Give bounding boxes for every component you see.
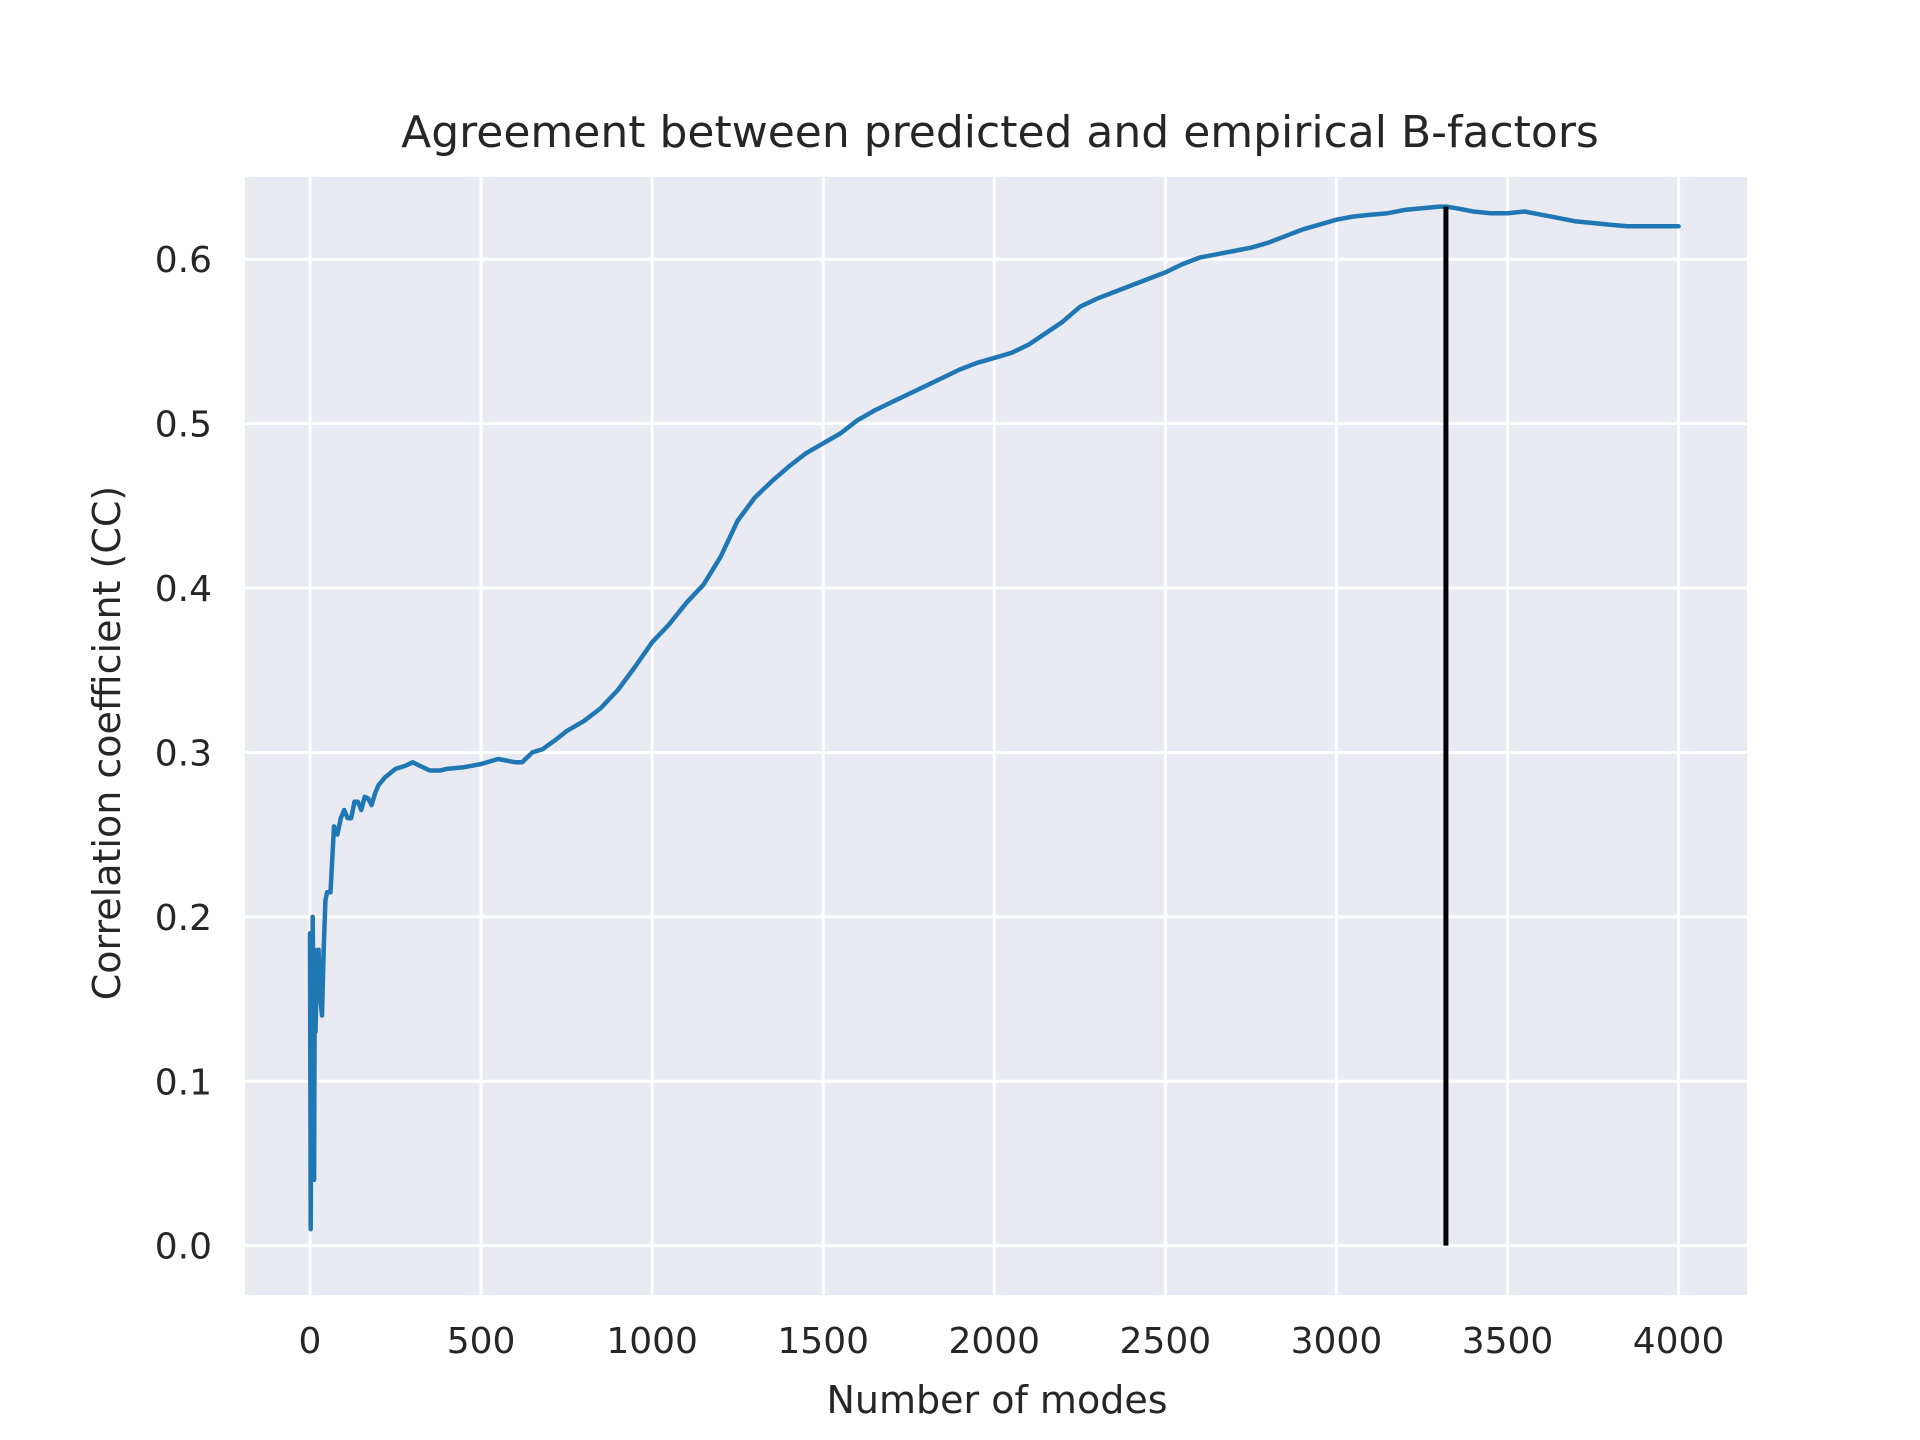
x-tick-label: 3500 <box>1462 1321 1554 1362</box>
y-tick-label: 0.5 <box>155 405 212 446</box>
x-tick-label: 1500 <box>777 1321 869 1362</box>
x-tick-label: 4000 <box>1633 1321 1725 1362</box>
x-tick-label: 2000 <box>948 1321 1040 1362</box>
x-tick-label: 2500 <box>1120 1321 1212 1362</box>
x-tick-label: 3000 <box>1291 1321 1383 1362</box>
x-tick-label: 0 <box>299 1321 322 1362</box>
y-tick-label: 0.3 <box>155 733 212 774</box>
x-gridlines <box>308 177 1681 1295</box>
y-axis-label: Correlation coefficient (CC) <box>85 486 129 1000</box>
y-tick-labels: 0.0 0.1 0.2 0.3 0.4 0.5 0.6 <box>155 240 212 1267</box>
plot-area <box>245 177 1747 1295</box>
y-tick-label: 0.4 <box>155 569 212 610</box>
y-tick-label: 0.6 <box>155 240 212 281</box>
y-tick-label: 0.0 <box>155 1227 212 1268</box>
y-gridlines <box>245 257 1747 1248</box>
x-axis-label: Number of modes <box>827 1378 1168 1422</box>
y-tick-label: 0.2 <box>155 898 212 939</box>
series-line <box>307 204 1681 1232</box>
x-tick-label: 500 <box>447 1321 516 1362</box>
y-tick-label: 0.1 <box>155 1062 212 1103</box>
x-tick-label: 1000 <box>606 1321 698 1362</box>
x-tick-labels: 0 500 1000 1500 2000 2500 3000 3500 4000 <box>299 1321 1725 1362</box>
chart-title: Agreement between predicted and empirica… <box>401 107 1599 158</box>
